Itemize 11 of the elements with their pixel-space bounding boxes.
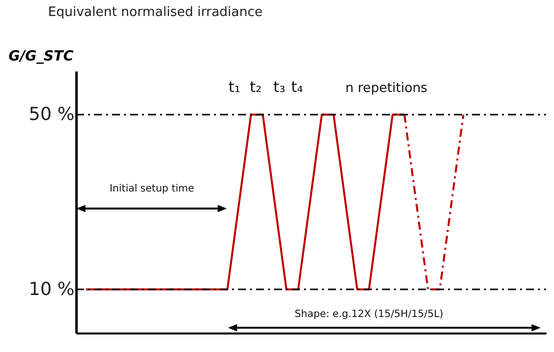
annotation: t₄ [291,78,303,96]
annotation: t₂ [250,78,262,96]
y-axis-title: G/G_STC [8,48,74,64]
annotation: Initial setup time [110,183,194,194]
annotation: n repetitions [345,81,428,96]
y-tick-label: 50 % [28,104,74,126]
annotation: t₁ [228,78,240,96]
annotation: t₃ [273,78,286,96]
y-tick-label: 10 % [28,278,74,300]
chart-title: Equivalent normalised irradiance [48,5,263,20]
annotation: Shape: e.g.12X (15/5H/15/5L) [294,309,444,320]
